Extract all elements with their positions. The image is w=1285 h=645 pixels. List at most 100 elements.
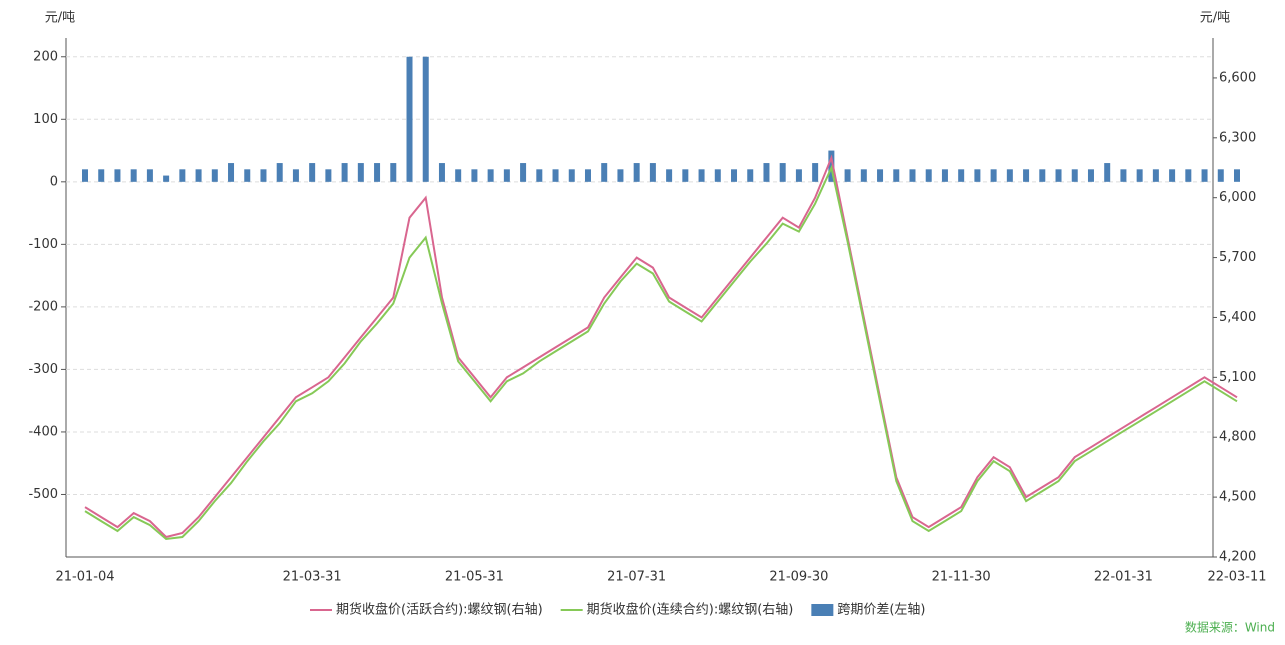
- bar: [455, 169, 462, 182]
- bar: [179, 169, 186, 182]
- y-tick-label: -400: [28, 424, 58, 439]
- x-tick-label: 21-05-31: [445, 570, 504, 585]
- line-series: [84, 154, 1238, 539]
- bar: [584, 169, 591, 182]
- bar: [925, 169, 932, 182]
- bar: [714, 169, 721, 182]
- bar: [341, 163, 348, 182]
- bar: [1136, 169, 1143, 182]
- bar: [130, 169, 137, 182]
- bar: [601, 163, 608, 182]
- y2-tick-label: 5,100: [1219, 370, 1256, 385]
- bar: [649, 163, 656, 182]
- bar: [536, 169, 543, 182]
- line-series: [84, 164, 1238, 541]
- legend-label: 跨期价差(左轴): [837, 603, 925, 618]
- bar: [503, 169, 510, 182]
- bar: [666, 169, 673, 182]
- bar: [812, 163, 819, 182]
- bar: [1152, 169, 1159, 182]
- bar: [974, 169, 981, 182]
- bar: [1087, 169, 1094, 182]
- bar: [260, 169, 267, 182]
- x-tick-label: 21-07-31: [607, 570, 666, 585]
- bar: [146, 169, 153, 182]
- y-tick-label: -500: [28, 487, 58, 502]
- legend-label: 期货收盘价(连续合约):螺纹钢(右轴): [587, 602, 794, 618]
- bar: [82, 169, 88, 182]
- bar: [633, 163, 640, 182]
- bar: [1234, 169, 1240, 182]
- bar: [795, 169, 802, 182]
- bar: [568, 169, 575, 182]
- bar: [244, 169, 251, 182]
- bar: [325, 169, 332, 182]
- bar: [1104, 163, 1111, 182]
- x-tick-label: 21-11-30: [932, 570, 991, 585]
- bar: [114, 169, 121, 182]
- bar: [309, 163, 316, 182]
- bar: [487, 169, 494, 182]
- bar: [406, 56, 413, 182]
- y2-tick-label: 5,400: [1219, 310, 1256, 325]
- bar: [211, 169, 218, 182]
- y2-tick-label: 4,200: [1219, 550, 1256, 565]
- bar: [844, 169, 851, 182]
- x-tick-label: 21-09-30: [769, 570, 828, 585]
- y2-tick-label: 6,600: [1219, 70, 1256, 85]
- bar: [228, 163, 235, 182]
- bar: [747, 169, 754, 182]
- y2-tick-label: 4,500: [1219, 490, 1256, 505]
- bar: [617, 169, 624, 182]
- legend-swatch: [811, 604, 834, 616]
- bar: [163, 175, 170, 182]
- bar: [1201, 169, 1208, 182]
- y2-axis-unit: 元/吨: [1200, 11, 1230, 26]
- y-tick-label: -300: [28, 362, 58, 377]
- bar: [1185, 169, 1192, 182]
- y2-tick-label: 6,000: [1219, 190, 1256, 205]
- bar: [893, 169, 900, 182]
- x-tick-label: 21-01-04: [55, 570, 114, 585]
- bar: [682, 169, 689, 182]
- bar: [1055, 169, 1062, 182]
- y-axis-unit: 元/吨: [45, 11, 75, 26]
- x-tick-label: 22-03-11: [1207, 570, 1266, 585]
- bar: [357, 163, 364, 182]
- bar: [520, 163, 527, 182]
- bar: [292, 169, 299, 182]
- bar: [909, 169, 916, 182]
- y2-tick-label: 5,700: [1219, 250, 1256, 265]
- legend-label: 期货收盘价(活跃合约):螺纹钢(右轴): [336, 602, 543, 618]
- bar: [860, 169, 867, 182]
- source-note: 数据来源：Wind: [1185, 620, 1275, 635]
- bar: [195, 169, 202, 182]
- y-tick-label: 200: [33, 49, 58, 64]
- bar: [990, 169, 997, 182]
- bar: [390, 163, 397, 182]
- bar: [1006, 169, 1013, 182]
- x-tick-label: 21-03-31: [283, 570, 342, 585]
- y-tick-label: -200: [28, 299, 58, 314]
- bar: [1071, 169, 1078, 182]
- bar: [1217, 169, 1224, 182]
- bar: [941, 169, 948, 182]
- bar: [1120, 169, 1127, 182]
- y2-tick-label: 4,800: [1219, 430, 1256, 445]
- bar: [552, 169, 559, 182]
- bar: [374, 163, 381, 182]
- x-tick-label: 22-01-31: [1094, 570, 1153, 585]
- bar: [779, 163, 786, 182]
- bar: [98, 169, 105, 182]
- bar: [763, 163, 770, 182]
- bar: [958, 169, 965, 182]
- y-tick-label: -100: [28, 237, 58, 252]
- bar: [731, 169, 738, 182]
- y-tick-label: 0: [50, 174, 58, 189]
- y2-tick-label: 6,300: [1219, 130, 1256, 145]
- bar: [698, 169, 705, 182]
- bar: [422, 56, 429, 182]
- bar: [471, 169, 478, 182]
- bar: [276, 163, 283, 182]
